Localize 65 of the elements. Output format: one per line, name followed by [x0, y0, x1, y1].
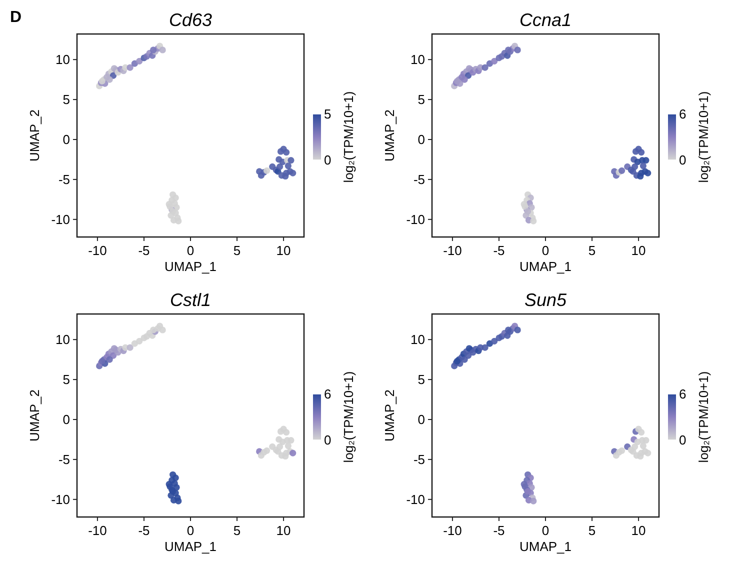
x-tick-label: 0 [186, 243, 194, 258]
x-axis-title: UMAP_1 [164, 259, 217, 274]
y-axis-title: UMAP_2 [27, 389, 42, 442]
x-tick-label: 5 [233, 243, 241, 258]
y-tick-label: 5 [418, 92, 425, 108]
color-bar-label: 6 [324, 386, 332, 402]
color-bar-label: 0 [679, 152, 686, 168]
y-tick-label: -5 [58, 172, 70, 188]
x-tick-label: 10 [631, 523, 646, 538]
x-tick-label: 10 [631, 243, 646, 258]
x-tick-label: 5 [233, 523, 241, 538]
x-tick-label: -5 [138, 243, 150, 258]
x-tick-label: 5 [588, 523, 596, 538]
x-tick-label: -10 [443, 243, 462, 258]
y-tick-label: 10 [56, 52, 70, 68]
color-bar-label: 6 [679, 106, 686, 122]
color-bar-label: 0 [679, 432, 686, 448]
x-tick-label: -5 [138, 523, 150, 538]
y-axis-title: UMAP_2 [382, 109, 397, 162]
y-tick-label: -10 [51, 492, 70, 507]
text: D [10, 9, 22, 26]
x-tick-label: -10 [443, 523, 462, 538]
y-tick-label: 0 [418, 412, 425, 428]
y-tick-label: 0 [418, 132, 425, 148]
x-tick-label: 5 [588, 243, 596, 258]
y-tick-label: 10 [410, 332, 425, 348]
y-tick-label: -5 [413, 172, 425, 188]
x-tick-label: 0 [542, 523, 550, 538]
x-tick-label: -10 [88, 523, 107, 538]
y-tick-label: -10 [51, 212, 70, 227]
color-bar-title: log₂(TPM/10+1) [696, 371, 711, 463]
chart-title: Sun5 [524, 290, 568, 310]
color-bar-title: log₂(TPM/10+1) [341, 91, 356, 183]
color-bar-label: 0 [324, 432, 332, 448]
x-tick-label: 0 [542, 243, 550, 258]
x-tick-label: -5 [493, 243, 505, 258]
y-tick-label: 0 [62, 132, 70, 148]
y-tick-label: -10 [406, 212, 425, 227]
color-bar-label: 6 [679, 386, 686, 402]
y-tick-label: 10 [56, 332, 70, 348]
chart-title: Cstl1 [170, 290, 212, 310]
color-bar-label: 5 [324, 106, 332, 122]
x-tick-label: -5 [493, 523, 505, 538]
y-axis-title: UMAP_2 [27, 109, 42, 162]
x-tick-label: 0 [186, 523, 194, 538]
color-bar-title: log₂(TPM/10+1) [341, 371, 356, 463]
color-bar-title: log₂(TPM/10+1) [696, 91, 711, 183]
y-tick-label: -5 [58, 452, 70, 468]
y-tick-label: -5 [413, 452, 425, 468]
x-tick-label: 10 [276, 243, 291, 258]
chart-title: Ccna1 [519, 10, 572, 30]
x-axis-title: UMAP_1 [519, 259, 572, 274]
y-tick-label: 5 [62, 92, 70, 108]
y-tick-label: 0 [62, 412, 70, 428]
y-tick-label: 10 [410, 52, 425, 68]
x-axis-title: UMAP_1 [164, 539, 217, 554]
x-tick-label: -10 [88, 243, 107, 258]
y-tick-label: -10 [406, 492, 425, 507]
x-axis-title: UMAP_1 [519, 539, 572, 554]
y-tick-label: 5 [62, 372, 70, 388]
x-tick-label: 10 [276, 523, 291, 538]
y-axis-title: UMAP_2 [382, 389, 397, 442]
color-bar-label: 0 [324, 152, 332, 168]
y-tick-label: 5 [418, 372, 425, 388]
chart-title: Cd63 [168, 10, 212, 30]
